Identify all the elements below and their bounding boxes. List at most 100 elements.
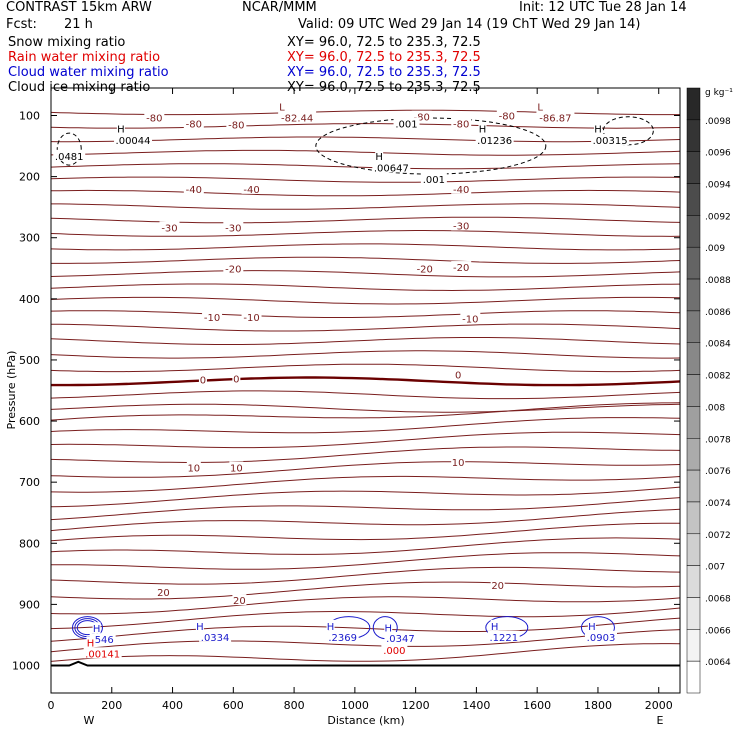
extremum-label: .0334: [201, 633, 230, 644]
colorbar-swatch: [686, 246, 701, 280]
label-mask: [144, 111, 165, 123]
isotherm-line: [51, 256, 681, 264]
isotherm-line: [51, 203, 681, 210]
isotherm-label: -80: [146, 113, 162, 124]
colorbar-tick-label: .0084: [705, 340, 731, 350]
y-axis-label: Pressure (hPa): [5, 351, 18, 430]
colorbar-tick-label: .0076: [705, 467, 731, 477]
label-mask: [198, 373, 207, 385]
plot-frame: [50, 87, 681, 694]
extremum-label: .1221: [489, 633, 518, 644]
isotherm-line: [50, 552, 681, 570]
isotherm-label: 20: [233, 596, 246, 607]
label-mask: [92, 622, 101, 634]
isotherm-line: [50, 508, 681, 532]
label-mask: [53, 149, 86, 161]
colorbar-tick-label: .009: [705, 244, 725, 254]
isotherm-label: 10: [452, 458, 465, 469]
isotherm-label: -20: [225, 264, 241, 275]
label-mask: [223, 262, 244, 274]
isotherm-line: [50, 283, 681, 292]
isotherm-line: [50, 270, 681, 278]
isotherm-line: [50, 643, 681, 662]
label-mask: [232, 594, 247, 606]
isotherm-label: -30: [453, 222, 469, 233]
isotherm-line: [50, 402, 681, 421]
extremum-label: H: [196, 622, 204, 633]
label-mask: [411, 110, 432, 122]
label-mask: [202, 311, 223, 323]
x-tick-label: 1400: [462, 699, 490, 712]
isotherm-label: -30: [161, 223, 177, 234]
extremum-label: .00315: [593, 136, 628, 147]
label-mask: [159, 221, 180, 233]
extremum-label: H: [385, 624, 393, 635]
extremum-label: .2369: [328, 633, 357, 644]
colorbar-swatch: [686, 438, 701, 471]
colorbar-unit: g kg⁻¹: [705, 88, 733, 98]
label-mask: [384, 621, 393, 633]
label-mask: [591, 133, 630, 145]
isotherm-label: -80: [453, 119, 469, 130]
label-mask: [451, 456, 466, 467]
label-mask: [451, 261, 472, 273]
y-tick-label: 800: [19, 537, 40, 550]
y-tick-label: 600: [19, 415, 40, 428]
x-tick-label: 400: [162, 699, 183, 712]
isotherm-label: 20: [157, 588, 170, 599]
isotherm-line: [50, 417, 681, 434]
isotherm-line: [50, 136, 681, 143]
colorbar-tick-label: .0094: [705, 181, 731, 191]
y-tick-label: 700: [19, 476, 40, 489]
center-title: NCAR/MMM: [242, 0, 317, 15]
isotherm-label: 10: [187, 464, 200, 475]
extremum-label: .001: [423, 175, 445, 186]
colorbar-swatch: [686, 342, 701, 375]
extremum-label: H: [479, 124, 487, 135]
x-tick-label: 800: [284, 699, 305, 712]
label-mask: [451, 219, 472, 231]
label-mask: [229, 461, 244, 473]
x-axis-label: Distance (km): [327, 714, 404, 727]
label-mask: [593, 122, 602, 134]
label-mask: [186, 461, 201, 473]
fcst-label: Fcst:: [6, 17, 37, 32]
field-rain-xy: XY= 96.0, 72.5 to 235.3, 72.5: [287, 50, 481, 65]
valid-time: Valid: 09 UTC Wed 29 Jan 14 (19 ChT Wed …: [298, 17, 641, 32]
colorbar-swatch: [686, 119, 701, 152]
extremum-label: .00141: [85, 649, 120, 660]
colorbar-tick-label: .0064: [705, 658, 731, 668]
isotherm-line: [50, 629, 681, 653]
isotherm-line: [50, 390, 681, 400]
label-mask: [114, 133, 153, 145]
isotherm-line: [50, 310, 681, 318]
isotherm-label: -80: [228, 121, 244, 132]
isotherm-line: [50, 350, 681, 359]
isotherm-label: -40: [243, 185, 259, 196]
isotherm-line: [50, 431, 681, 449]
label-mask: [381, 644, 408, 656]
colorbar-tick-label: .0088: [705, 276, 731, 286]
isotherm-label: -20: [417, 264, 433, 275]
field-rain-name: Rain water mixing ratio: [8, 50, 161, 65]
extremum-label: .00647: [374, 163, 409, 174]
colorbar-swatch: [686, 406, 701, 439]
label-mask: [278, 111, 317, 123]
label-mask: [451, 117, 472, 129]
init-time: Init: 12 UTC Tue 28 Jan 14: [519, 0, 687, 15]
colorbar-tick-label: .0096: [705, 149, 731, 159]
isotherm-label: -40: [186, 185, 202, 196]
label-mask: [183, 117, 204, 129]
isotherm-line: [50, 337, 681, 345]
extremum-label: -86.87: [539, 113, 571, 124]
colorbar-swatch: [686, 310, 701, 343]
x-tick-label: 1800: [584, 699, 612, 712]
colorbar-swatch: [686, 278, 701, 312]
isotherm-line: [50, 216, 681, 224]
label-mask: [460, 312, 481, 324]
y-tick-label: 1000: [12, 660, 40, 673]
colorbar-swatch: [686, 565, 701, 598]
isotherm-label: -20: [453, 263, 469, 274]
isotherm-label: 10: [230, 464, 243, 475]
